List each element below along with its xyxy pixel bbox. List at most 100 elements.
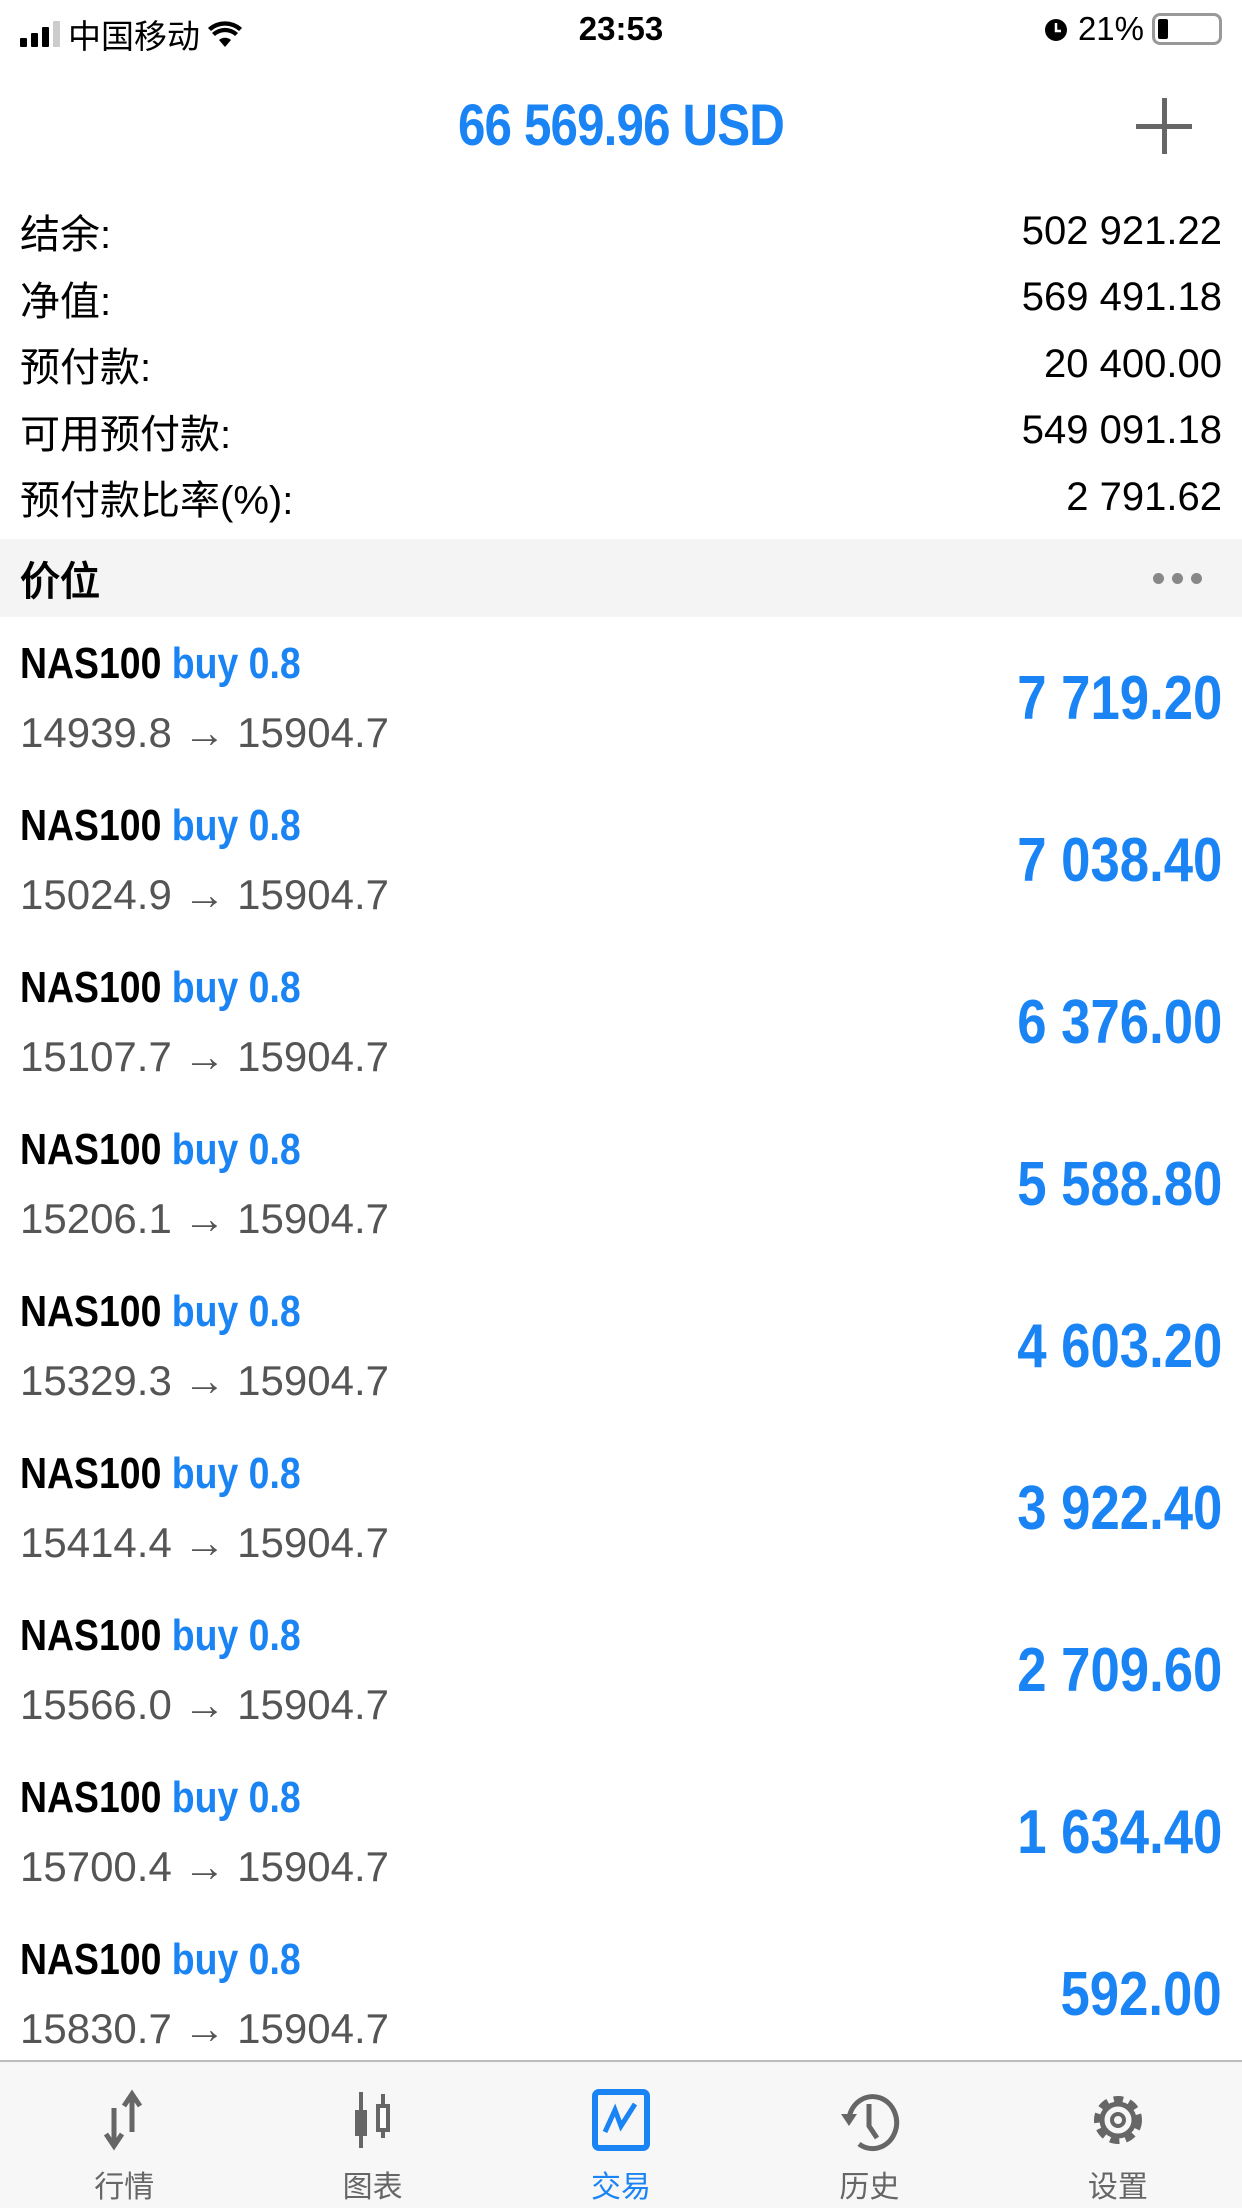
summary-row-balance: 结余: 502 921.22 — [0, 198, 1242, 265]
position-title: NAS100 buy 0.8 — [20, 963, 301, 1013]
position-side-volume: buy 0.8 — [171, 1773, 301, 1822]
position-symbol: NAS100 — [20, 801, 162, 850]
positions-list: NAS100 buy 0.8 14939.8 → 15904.7 7 719.2… — [0, 617, 1242, 2075]
position-row[interactable]: NAS100 buy 0.8 14939.8 → 15904.7 7 719.2… — [0, 617, 1242, 779]
section-title: 价位 — [20, 560, 100, 604]
tab-bar: 行情 图表 交易 历史 设置 — [0, 2060, 1242, 2208]
position-profit: 1 634.40 — [1016, 1798, 1222, 1867]
position-symbol: NAS100 — [20, 1449, 162, 1498]
position-title: NAS100 buy 0.8 — [20, 1125, 301, 1175]
position-row[interactable]: NAS100 buy 0.8 15024.9 → 15904.7 7 038.4… — [0, 779, 1242, 941]
position-row[interactable]: NAS100 buy 0.8 15206.1 → 15904.7 5 588.8… — [0, 1103, 1242, 1265]
summary-label: 结余: — [20, 213, 112, 258]
position-profit: 592.00 — [1060, 1960, 1222, 2029]
tab-chart[interactable]: 图表 — [248, 2062, 496, 2208]
tab-label: 设置 — [1087, 2171, 1148, 2204]
tab-label: 历史 — [839, 2171, 900, 2204]
trade-chart-icon — [592, 2089, 651, 2151]
tab-quotes[interactable]: 行情 — [0, 2062, 248, 2208]
summary-label: 预付款比率(%): — [20, 479, 294, 524]
position-profit: 5 588.80 — [1016, 1150, 1222, 1219]
position-row[interactable]: NAS100 buy 0.8 15107.7 → 15904.7 6 376.0… — [0, 941, 1242, 1103]
summary-value: 2 791.62 — [1066, 474, 1222, 519]
summary-label: 可用预付款: — [20, 412, 232, 457]
summary-value: 549 091.18 — [1021, 408, 1222, 453]
more-dots-icon[interactable] — [1153, 572, 1202, 584]
tab-trade[interactable]: 交易 — [497, 2062, 745, 2208]
position-row[interactable]: NAS100 buy 0.8 15700.4 → 15904.7 1 634.4… — [0, 1751, 1242, 1913]
status-bar: 中国移动 23:53 21% — [0, 0, 1242, 62]
position-title: NAS100 buy 0.8 — [20, 1773, 301, 1823]
summary-value: 502 921.22 — [1021, 208, 1222, 253]
battery-percent: 21% — [1077, 10, 1144, 47]
position-row[interactable]: NAS100 buy 0.8 15414.4 → 15904.7 3 922.4… — [0, 1427, 1242, 1589]
gear-icon — [1093, 2096, 1142, 2144]
position-prices: 15566.0 → 15904.7 — [20, 1681, 389, 1728]
position-side-volume: buy 0.8 — [171, 963, 301, 1012]
summary-row-equity: 净值: 569 491.18 — [0, 265, 1242, 332]
position-row[interactable]: NAS100 buy 0.8 15329.3 → 15904.7 4 603.2… — [0, 1265, 1242, 1427]
signal-icon — [20, 21, 60, 47]
position-prices: 15414.4 → 15904.7 — [20, 1519, 389, 1566]
positions-section-header: 价位 — [0, 539, 1242, 617]
position-symbol: NAS100 — [20, 963, 162, 1012]
plus-icon[interactable] — [1136, 98, 1192, 154]
position-symbol: NAS100 — [20, 1125, 162, 1174]
position-title: NAS100 buy 0.8 — [20, 1449, 301, 1499]
position-title: NAS100 buy 0.8 — [20, 639, 301, 689]
position-symbol: NAS100 — [20, 1611, 162, 1660]
position-profit: 7 038.40 — [1016, 826, 1222, 895]
candlestick-chart-icon — [354, 2092, 390, 2148]
wifi-icon — [208, 21, 242, 47]
position-side-volume: buy 0.8 — [171, 1935, 301, 1984]
position-row[interactable]: NAS100 buy 0.8 15830.7 → 15904.7 592.00 — [0, 1913, 1242, 2075]
position-prices: 15700.4 → 15904.7 — [20, 1843, 389, 1890]
carrier-info: 中国移动 — [20, 10, 242, 58]
position-symbol: NAS100 — [20, 1773, 162, 1822]
position-side-volume: buy 0.8 — [171, 1287, 301, 1336]
position-prices: 15024.9 → 15904.7 — [20, 871, 389, 918]
alarm-icon — [1044, 19, 1067, 41]
position-side-volume: buy 0.8 — [171, 1449, 301, 1498]
header: 66 569.96 USD — [0, 88, 1242, 168]
position-row[interactable]: NAS100 buy 0.8 15566.0 → 15904.7 2 709.6… — [0, 1589, 1242, 1751]
account-summary: 结余: 502 921.22 净值: 569 491.18 预付款: 20 400.0… — [0, 198, 1242, 531]
position-side-volume: buy 0.8 — [171, 1611, 301, 1660]
position-title: NAS100 buy 0.8 — [20, 1611, 301, 1661]
position-profit: 4 603.20 — [1016, 1312, 1222, 1381]
carrier-name: 中国移动 — [68, 18, 200, 55]
position-prices: 15206.1 → 15904.7 — [20, 1195, 389, 1242]
summary-label: 净值: — [20, 279, 112, 324]
position-profit: 6 376.00 — [1016, 988, 1222, 1057]
summary-value: 569 491.18 — [1021, 275, 1222, 320]
position-side-volume: buy 0.8 — [171, 1125, 301, 1174]
summary-row-free-margin: 可用预付款: 549 091.18 — [0, 398, 1242, 465]
summary-row-margin-level: 预付款比率(%): 2 791.62 — [0, 464, 1242, 531]
position-prices: 15830.7 → 15904.7 — [20, 2005, 389, 2052]
position-profit: 3 922.40 — [1016, 1474, 1222, 1543]
position-prices: 15107.7 → 15904.7 — [20, 1033, 389, 1080]
position-title: NAS100 buy 0.8 — [20, 1935, 301, 1985]
position-symbol: NAS100 — [20, 1287, 162, 1336]
tab-label: 图表 — [342, 2171, 403, 2204]
position-title: NAS100 buy 0.8 — [20, 1287, 301, 1337]
tab-label: 行情 — [94, 2171, 155, 2204]
quotes-arrows-icon — [104, 2089, 143, 2151]
tab-label: 交易 — [591, 2171, 652, 2204]
position-profit: 2 709.60 — [1016, 1636, 1222, 1705]
summary-label: 预付款: — [20, 346, 152, 391]
position-title: NAS100 buy 0.8 — [20, 801, 301, 851]
tab-settings[interactable]: 设置 — [994, 2062, 1242, 2208]
summary-row-margin: 预付款: 20 400.00 — [0, 331, 1242, 398]
account-profit-title: 66 569.96 USD — [457, 93, 785, 158]
position-side-volume: buy 0.8 — [171, 801, 301, 850]
tab-history[interactable]: 历史 — [745, 2062, 993, 2208]
clock: 23:53 — [578, 10, 664, 47]
summary-value: 20 400.00 — [1044, 341, 1222, 386]
position-profit: 7 719.20 — [1016, 664, 1222, 733]
position-prices: 15329.3 → 15904.7 — [20, 1357, 389, 1404]
history-clock-icon — [841, 2094, 900, 2152]
position-symbol: NAS100 — [20, 639, 162, 688]
position-prices: 14939.8 → 15904.7 — [20, 709, 389, 756]
position-side-volume: buy 0.8 — [171, 639, 301, 688]
